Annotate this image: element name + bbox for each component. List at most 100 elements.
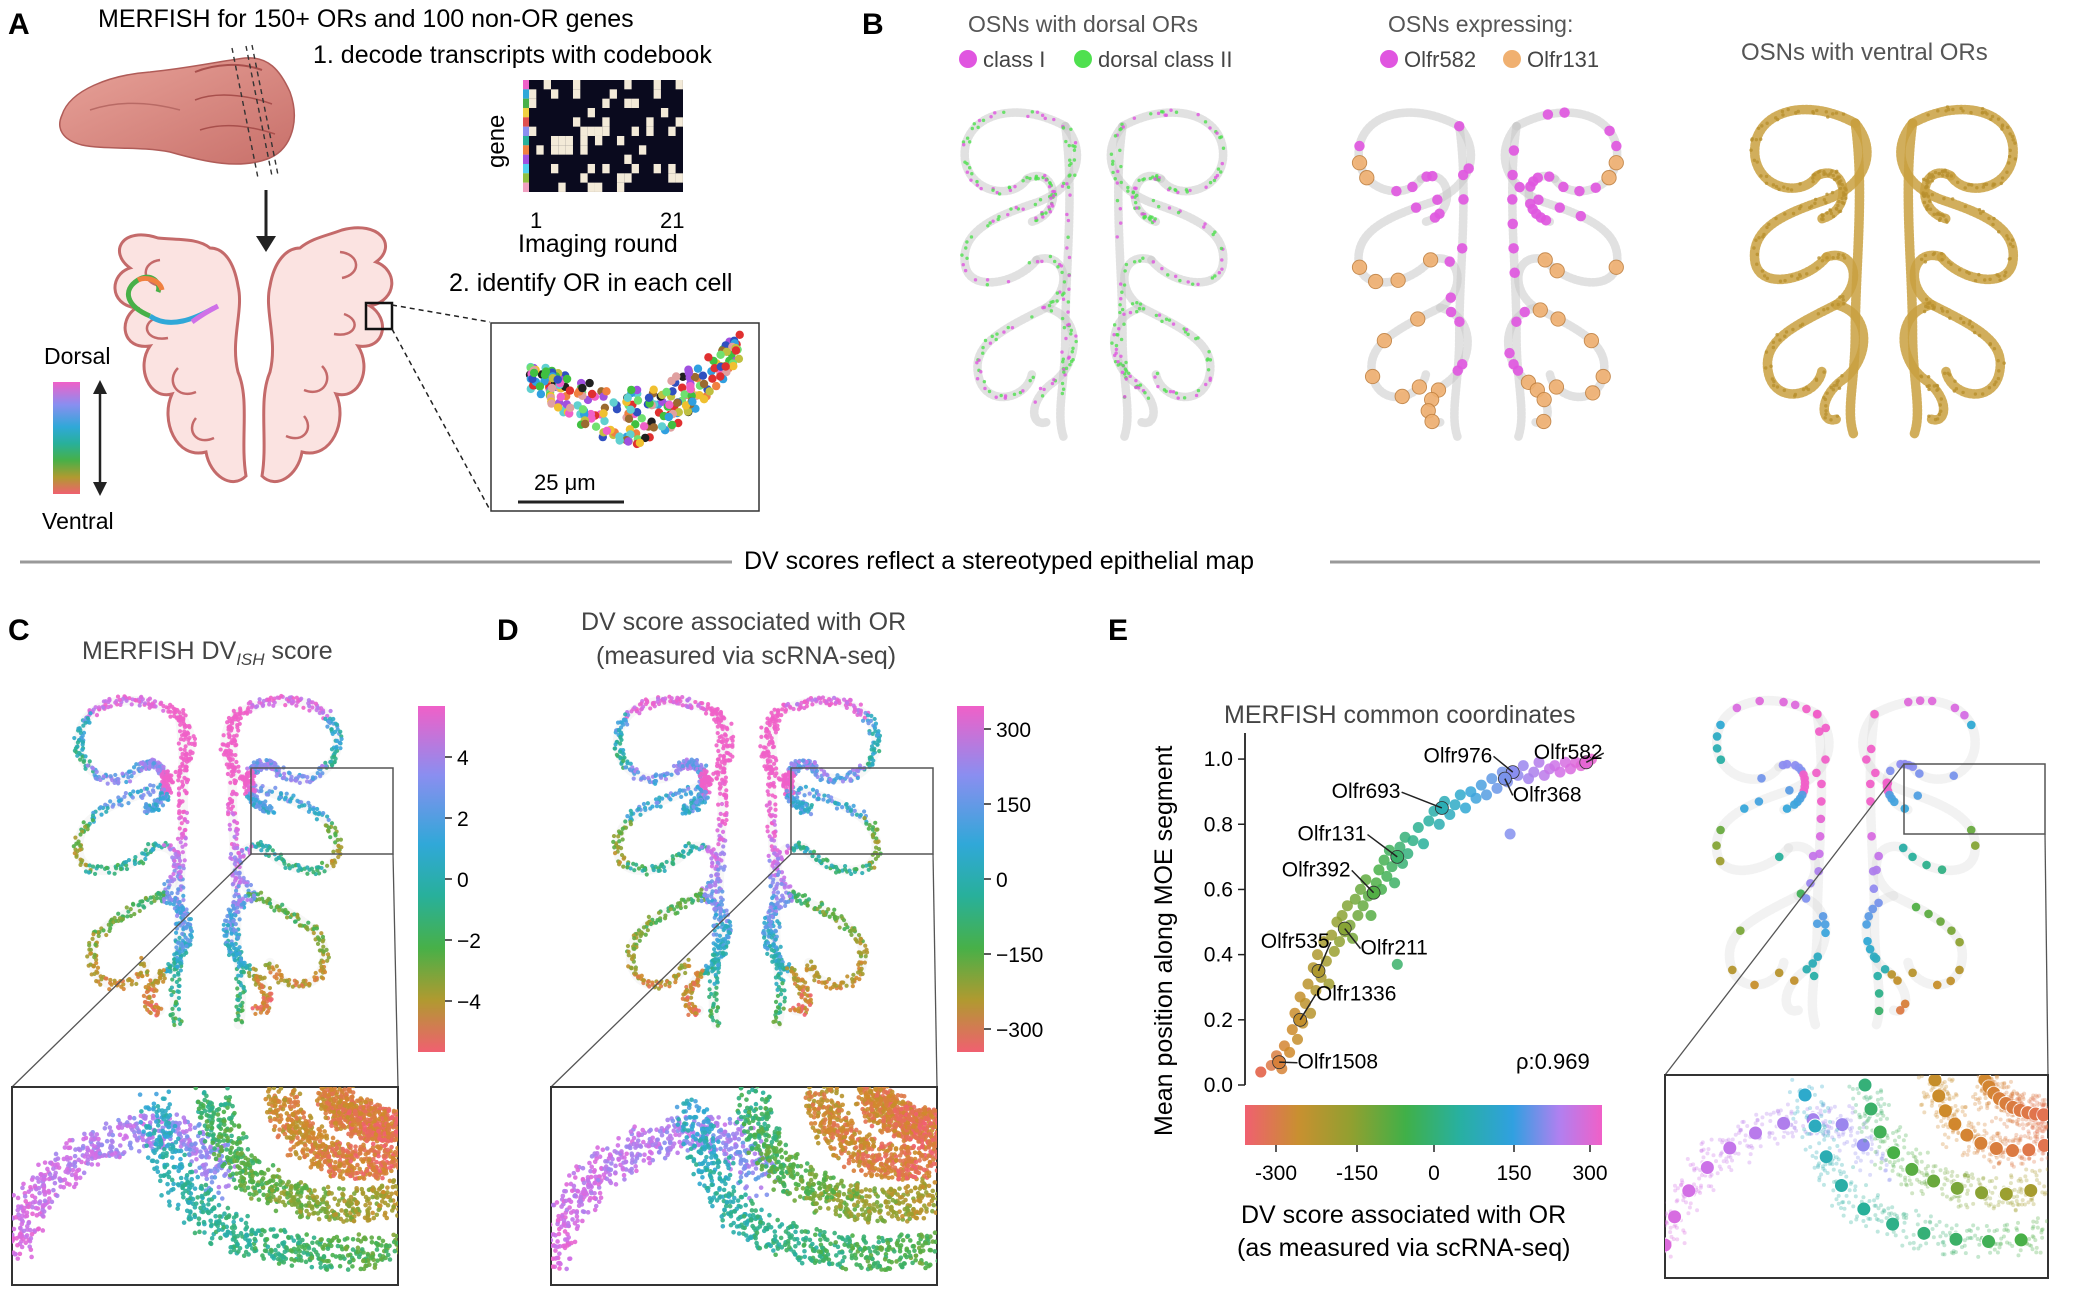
zoom-inset-d bbox=[550, 1086, 938, 1286]
scatter-point bbox=[1352, 910, 1364, 921]
panel-d: D DV score associated with OR (measured … bbox=[497, 608, 1043, 1286]
scatter-point bbox=[1341, 900, 1353, 912]
scatter-title: MERFISH common coordinates bbox=[1224, 701, 1576, 729]
panel-b: B OSNs with dorsal ORs class I dorsal cl… bbox=[862, 8, 2018, 441]
scatter-point bbox=[1407, 835, 1419, 847]
scatter-point-label: Olfr211 bbox=[1361, 937, 1428, 960]
ventral-label: Ventral bbox=[42, 508, 114, 534]
scatter-point-label: Olfr131 bbox=[1298, 823, 1367, 846]
colorbar-tick-label: 150 bbox=[996, 794, 1031, 817]
scatter-point bbox=[1389, 877, 1401, 889]
y-tick-label: 0.8 bbox=[1204, 813, 1233, 836]
section-divider: DV scores reflect a stereotyped epitheli… bbox=[20, 547, 2040, 575]
map1-title: OSNs with dorsal ORs bbox=[968, 11, 1198, 37]
scatter-point-label: Olfr1336 bbox=[1316, 982, 1397, 1005]
scatter-point bbox=[1504, 828, 1516, 840]
codebook-ylabel: gene bbox=[483, 115, 510, 168]
colorbar-tick-label: −150 bbox=[996, 944, 1043, 967]
scatter-point-label: Olfr1508 bbox=[1298, 1051, 1379, 1074]
scatter-point bbox=[1326, 929, 1338, 941]
colorbar-tick-label: 4 bbox=[457, 747, 469, 770]
panel-e: E 0.0 0.2 0.4 0.6 0.8 1.0 Olfr1508 Olfr1336 Olfr… bbox=[1108, 614, 2049, 1279]
dv-legend: Dorsal Ventral bbox=[42, 343, 114, 534]
scatter-point bbox=[1386, 861, 1398, 873]
scatter-label-leader bbox=[1367, 833, 1398, 858]
colorbar-tick-label: 0 bbox=[457, 869, 469, 892]
scatter-point bbox=[1528, 766, 1540, 778]
colorbar-tick-label: −300 bbox=[996, 1019, 1043, 1042]
colorbar-tick-label: 150 bbox=[1496, 1162, 1531, 1185]
scatter-point bbox=[1454, 789, 1466, 801]
colorbar-tick-label: 300 bbox=[1572, 1162, 1607, 1185]
cell-inset: 25 μm bbox=[490, 322, 760, 512]
scatter-rho: ρ:0.969 bbox=[1516, 1049, 1590, 1074]
colorbar-tick-label: 0 bbox=[996, 869, 1008, 892]
scatter-point bbox=[1475, 779, 1487, 791]
colorbar-tick-label: -150 bbox=[1336, 1162, 1378, 1185]
map1-legend-dorsal-class-ii: dorsal class II bbox=[1098, 47, 1233, 72]
scatter-point bbox=[1373, 864, 1385, 876]
divider-text: DV scores reflect a stereotyped epitheli… bbox=[744, 547, 1254, 575]
scatter-colorbar bbox=[1245, 1105, 1602, 1145]
scatter-point bbox=[1360, 874, 1372, 886]
panel-letter-d: D bbox=[497, 614, 519, 647]
scatter-point bbox=[1334, 936, 1345, 948]
dorsal-label: Dorsal bbox=[44, 343, 110, 369]
scatter-point bbox=[1292, 1033, 1303, 1045]
scatter-label-leader bbox=[1344, 928, 1362, 950]
colorbar-tick-label: 0 bbox=[1428, 1162, 1440, 1185]
panel-a-step1: 1. decode transcripts with codebook bbox=[313, 41, 712, 69]
panel-letter-c: C bbox=[8, 614, 30, 647]
codebook-xlabel: Imaging round bbox=[518, 230, 678, 258]
colorbar-dv-scrna: 300 150 0 −150 −300 bbox=[957, 706, 1043, 1052]
scatter-point bbox=[1433, 818, 1445, 830]
map1-legend-class-i: class I bbox=[983, 47, 1045, 72]
map2-legend: Olfr582 Olfr131 bbox=[1380, 47, 1599, 72]
map-ventral-ors bbox=[1749, 104, 2018, 439]
map1-legend: class I dorsal class II bbox=[959, 47, 1233, 72]
y-tick-label: 0.4 bbox=[1204, 944, 1234, 967]
panel-a-title: MERFISH for 150+ ORs and 100 non-OR gene… bbox=[98, 5, 634, 33]
codebook-xtick-start: 1 bbox=[530, 208, 542, 233]
scatter-point bbox=[1299, 998, 1311, 1009]
panel-letter-a: A bbox=[8, 8, 30, 41]
map-dv-scrna-score bbox=[611, 694, 883, 1030]
map2-title: OSNs expressing: bbox=[1388, 11, 1573, 37]
scatter-label-leader bbox=[1585, 752, 1605, 763]
scatter-chart: 0.0 0.2 0.4 0.6 0.8 1.0 Olfr1508 Olfr1336 Olfr53… bbox=[1204, 733, 1605, 1097]
scatter-point bbox=[1357, 900, 1369, 912]
scatter-point bbox=[1491, 782, 1503, 794]
colorbar-dv-ish: 4 2 0 −2 −4 bbox=[418, 706, 481, 1052]
scatter-point-label: Olfr976 bbox=[1424, 744, 1493, 767]
panel-c-title: MERFISH DVISH score bbox=[82, 637, 333, 669]
scatter-point bbox=[1412, 822, 1424, 833]
scatter-point bbox=[1284, 1046, 1296, 1058]
y-tick-label: 0.0 bbox=[1204, 1074, 1233, 1097]
scatter-point bbox=[1391, 958, 1403, 970]
zoom-inset-c bbox=[11, 1086, 399, 1286]
nasal-cavity-illustration bbox=[113, 226, 491, 511]
colorbar-tick-label: 2 bbox=[457, 808, 469, 831]
map2-legend-olfr582: Olfr582 bbox=[1404, 47, 1476, 72]
map-olfr-expression bbox=[1351, 107, 1624, 441]
scatter-point-label: Olfr582 bbox=[1534, 741, 1603, 764]
zoom-inset-e bbox=[1664, 1074, 2049, 1279]
panel-d-title-2: (measured via scRNA-seq) bbox=[596, 642, 896, 670]
panel-a-step2: 2. identify OR in each cell bbox=[449, 269, 732, 297]
map3-title: OSNs with ventral ORs bbox=[1741, 39, 1988, 66]
map2-legend-olfr131: Olfr131 bbox=[1527, 47, 1599, 72]
colorbar-tick-label: 300 bbox=[996, 719, 1031, 742]
scatter-point bbox=[1381, 870, 1393, 882]
y-tick-label: 0.6 bbox=[1204, 878, 1233, 901]
scatter-point bbox=[1517, 760, 1529, 772]
map-dorsal-ors bbox=[960, 108, 1228, 441]
panel-c: C MERFISH DVISH score 4 2 0 −2 −4 bbox=[8, 614, 481, 1286]
scatter-point bbox=[1286, 1024, 1298, 1036]
scatter-point bbox=[1394, 841, 1406, 853]
scatter-point bbox=[1378, 854, 1390, 866]
colorbar-tick-label: −4 bbox=[457, 991, 481, 1014]
scatter-point bbox=[1460, 802, 1471, 814]
scatter-label-leader bbox=[1351, 869, 1375, 894]
scatter-label-leader bbox=[1504, 778, 1514, 796]
